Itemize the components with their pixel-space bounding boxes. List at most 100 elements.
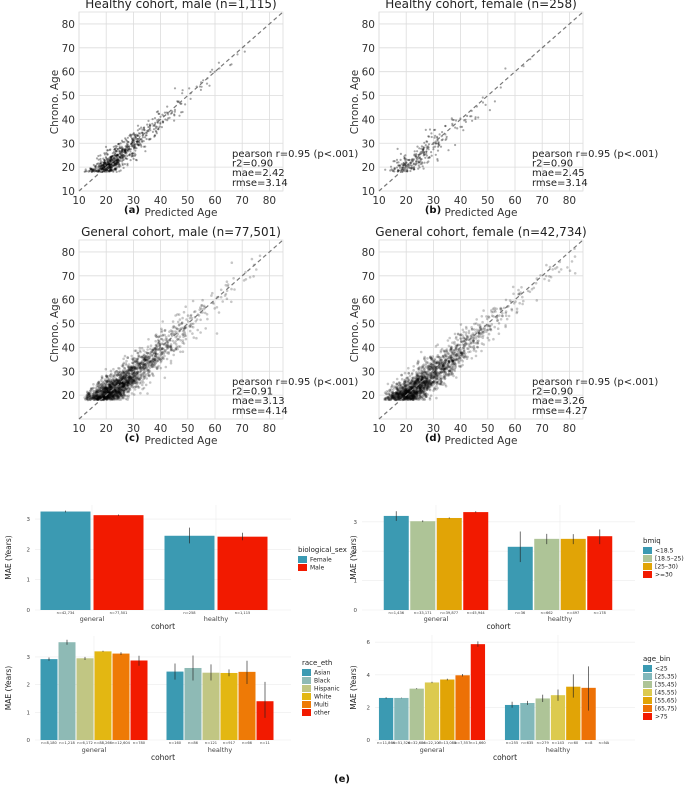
scatter-point: [461, 359, 465, 363]
scatter-point: [103, 388, 106, 391]
scatter-point: [110, 391, 113, 395]
scatter-point: [140, 346, 144, 350]
scatter-point: [389, 169, 392, 172]
scatter-point: [131, 152, 135, 155]
legend-label: Male: [310, 565, 325, 572]
scatter-point: [153, 134, 157, 137]
scatter-point: [104, 160, 107, 163]
scatter-point: [176, 338, 179, 341]
scatter-point: [121, 393, 124, 396]
scatter-point: [413, 168, 416, 171]
scatter-point: [102, 162, 105, 165]
scatter-point: [106, 159, 109, 163]
legend-swatch: [643, 571, 652, 578]
scatter-point: [498, 314, 501, 317]
scatter-point: [122, 371, 125, 374]
bar: [94, 651, 112, 740]
scatter-point: [404, 160, 407, 163]
scatter-point: [422, 154, 425, 157]
scatter-point: [84, 170, 87, 173]
y-tick-label: 60: [62, 67, 75, 79]
scatter-point: [466, 114, 469, 118]
scatter-point: [122, 158, 125, 161]
scatter-point: [415, 160, 418, 163]
scatter-point: [190, 316, 194, 320]
stats-line: pearson r=0.95 (p<.001): [532, 149, 658, 160]
bar: [220, 672, 238, 740]
scatter-point: [135, 140, 138, 143]
n-label: n=86: [188, 741, 199, 745]
scatter-point: [133, 376, 136, 380]
scatter-point: [472, 349, 476, 352]
legend-swatch: [643, 563, 652, 570]
scatter-point: [131, 137, 134, 140]
scatter-point: [151, 122, 154, 125]
scatter-point: [116, 153, 119, 157]
scatter-point: [171, 339, 175, 343]
scatter-point: [129, 133, 132, 136]
scatter-point: [441, 131, 444, 134]
scatter-point: [104, 391, 108, 394]
scatter-point: [125, 384, 129, 387]
scatter-point: [138, 346, 142, 350]
scatter-point: [219, 295, 223, 299]
scatter-point: [425, 150, 428, 153]
scatter-point: [122, 389, 126, 393]
scatter-point: [106, 162, 109, 166]
legend-label: [45,55): [655, 690, 677, 697]
scatter-point: [87, 170, 90, 173]
scatter-point: [134, 135, 137, 138]
scatter-point: [417, 153, 420, 156]
scatter-point: [436, 149, 440, 152]
scatter-point: [444, 124, 447, 128]
scatter-point: [103, 161, 106, 164]
scatter-point: [127, 363, 131, 366]
scatter-point: [455, 357, 459, 361]
x-tick-label: 80: [563, 195, 576, 207]
scatter-point: [95, 170, 98, 173]
scatter-point: [530, 287, 534, 291]
panel-label: (c): [124, 433, 139, 444]
scatter-point: [164, 118, 167, 121]
scatter-point: [258, 254, 262, 258]
scatter-point: [108, 165, 111, 169]
scatter-point: [391, 391, 394, 394]
scatter-point: [420, 145, 423, 148]
scatter-point: [424, 156, 427, 159]
y-tick-label: 2: [27, 683, 31, 689]
scatter-point: [180, 111, 183, 114]
scatter-point: [470, 357, 474, 360]
scatter-point: [199, 88, 202, 91]
scatter-point: [202, 79, 205, 82]
scatter-point: [108, 163, 111, 166]
bar: [504, 704, 520, 740]
scatter-point: [410, 167, 413, 170]
scatter-point: [422, 148, 425, 151]
scatter-point: [439, 145, 443, 148]
bar: [202, 672, 220, 740]
scatter-point: [422, 366, 426, 370]
scatter-point: [115, 163, 118, 166]
scatter-point: [398, 166, 402, 169]
scatter-point: [454, 364, 458, 368]
scatter-point: [150, 365, 154, 369]
scatter-point: [115, 167, 118, 170]
bar: [164, 535, 215, 610]
scatter-point: [155, 367, 159, 371]
scatter-point: [192, 336, 196, 339]
scatter-point: [94, 167, 97, 170]
scatter-point: [435, 384, 438, 388]
scatter-point: [109, 384, 112, 387]
panel-label: (a): [124, 205, 140, 216]
scatter-point: [474, 116, 477, 119]
scatter-point: [120, 376, 124, 380]
scatter-point: [137, 143, 140, 146]
scatter-point: [95, 162, 98, 166]
scatter-point: [445, 348, 449, 351]
bar: [40, 511, 91, 610]
scatter-point: [417, 161, 420, 164]
scatter-point: [121, 157, 124, 160]
scatter-point: [402, 162, 405, 165]
scatter-point: [131, 379, 135, 382]
x-tick-label: 40: [154, 195, 167, 207]
